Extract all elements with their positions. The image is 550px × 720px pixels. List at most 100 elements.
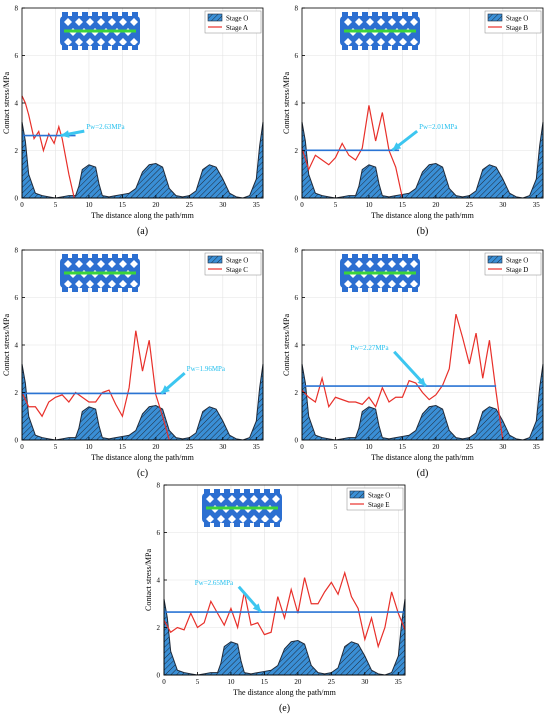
lattice-tooth-icon bbox=[412, 12, 418, 17]
y-tick-label: 0 bbox=[295, 195, 299, 203]
lattice-cell-icon bbox=[344, 280, 352, 288]
chart-svg: Pw=2.01MPa 0 5 10 15 20 25 30 35 0 2 4 6 8 The distanc… bbox=[282, 5, 544, 237]
y-tick-label: 4 bbox=[157, 577, 161, 585]
x-tick-label: 35 bbox=[253, 443, 261, 451]
chart-panel-e: Pw=2.65MPa 0 5 10 15 20 25 30 35 0 2 4 6 8 The distanc… bbox=[142, 477, 412, 720]
x-tick-label: 25 bbox=[186, 443, 194, 451]
series-stage-o-area bbox=[163, 598, 406, 676]
lattice-tooth-icon bbox=[204, 489, 210, 494]
pw-arrow-head bbox=[392, 142, 402, 151]
lattice-tooth-icon bbox=[402, 287, 408, 292]
x-tick-label: 20 bbox=[432, 201, 440, 209]
lattice-cell-icon bbox=[250, 495, 258, 503]
lattice-tooth-icon bbox=[342, 12, 348, 17]
y-tick-label: 8 bbox=[295, 247, 299, 255]
y-tick-label: 2 bbox=[15, 389, 19, 397]
lattice-cell-icon bbox=[130, 260, 138, 268]
lattice-tooth-icon bbox=[122, 45, 128, 50]
lattice-tooth-icon bbox=[72, 12, 78, 17]
lattice-cell-icon bbox=[250, 515, 258, 523]
lattice-tooth-icon bbox=[112, 12, 118, 17]
lattice-cell-icon bbox=[64, 18, 72, 26]
lattice-tooth-icon bbox=[372, 45, 378, 50]
lattice-cell-icon bbox=[344, 18, 352, 26]
chart-panel-d: Pw=2.27MPa 0 5 10 15 20 25 30 35 0 2 4 6 8 The distanc… bbox=[280, 242, 550, 485]
chart-svg: Pw=2.27MPa 0 5 10 15 20 25 30 35 0 2 4 6 8 The distanc… bbox=[282, 247, 544, 479]
lattice-tooth-icon bbox=[224, 522, 230, 527]
lattice-cell-icon bbox=[410, 280, 418, 288]
y-tick-label: 0 bbox=[15, 195, 19, 203]
x-tick-label: 10 bbox=[365, 201, 373, 209]
lattice-cell-icon bbox=[239, 515, 247, 523]
x-tick-label: 20 bbox=[294, 678, 302, 686]
x-tick-label: 15 bbox=[399, 201, 407, 209]
lattice-tooth-icon bbox=[82, 12, 88, 17]
x-tick-label: 30 bbox=[499, 443, 507, 451]
lattice-tooth-icon bbox=[92, 254, 98, 259]
chart-svg: Pw=2.63MPa 0 5 10 15 20 25 30 35 0 2 4 6 8 The distanc… bbox=[2, 5, 264, 237]
lattice-cell-icon bbox=[228, 515, 236, 523]
x-tick-label: 15 bbox=[119, 201, 127, 209]
x-tick-label: 5 bbox=[54, 443, 58, 451]
lattice-tooth-icon bbox=[122, 287, 128, 292]
lattice-tooth-icon bbox=[362, 254, 368, 259]
lattice-tooth-icon bbox=[112, 287, 118, 292]
x-tick-label: 35 bbox=[253, 201, 261, 209]
y-tick-label: 6 bbox=[15, 294, 19, 302]
y-tick-label: 6 bbox=[295, 52, 299, 60]
lattice-cell-icon bbox=[86, 18, 94, 26]
pw-arrow-head bbox=[161, 385, 170, 394]
x-tick-label: 5 bbox=[334, 443, 338, 451]
lattice-cell-icon bbox=[64, 260, 72, 268]
x-tick-label: 0 bbox=[20, 201, 24, 209]
lattice-cell-icon bbox=[366, 280, 374, 288]
lattice-tooth-icon bbox=[372, 287, 378, 292]
legend-swatch-area bbox=[487, 255, 503, 264]
lattice-cell-icon bbox=[261, 515, 269, 523]
lattice-tooth-icon bbox=[72, 287, 78, 292]
lattice-cell-icon bbox=[75, 18, 83, 26]
lattice-tooth-icon bbox=[402, 254, 408, 259]
x-tick-label: 0 bbox=[162, 678, 166, 686]
x-tick-label: 25 bbox=[328, 678, 336, 686]
x-tick-label: 25 bbox=[466, 443, 474, 451]
lattice-tooth-icon bbox=[82, 254, 88, 259]
x-tick-label: 10 bbox=[365, 443, 373, 451]
lattice-cell-icon bbox=[86, 38, 94, 46]
x-tick-label: 20 bbox=[152, 201, 160, 209]
lattice-cell-icon bbox=[388, 38, 396, 46]
lattice-cell-icon bbox=[344, 260, 352, 268]
x-tick-label: 30 bbox=[361, 678, 369, 686]
lattice-tooth-icon bbox=[102, 45, 108, 50]
lattice-tooth-icon bbox=[392, 45, 398, 50]
legend-label: Stage A bbox=[226, 24, 248, 32]
lattice-cell-icon bbox=[130, 38, 138, 46]
lattice-cell-icon bbox=[355, 280, 363, 288]
x-axis-label: The distance along the path/mm bbox=[91, 453, 194, 462]
lattice-tooth-icon bbox=[112, 254, 118, 259]
lattice-tooth-icon bbox=[264, 489, 270, 494]
lattice-cell-icon bbox=[119, 18, 127, 26]
lattice-tooth-icon bbox=[102, 254, 108, 259]
lattice-tooth-icon bbox=[362, 287, 368, 292]
chart-svg: Pw=2.65MPa 0 5 10 15 20 25 30 35 0 2 4 6 8 The distanc… bbox=[144, 482, 406, 714]
y-tick-label: 2 bbox=[157, 624, 161, 632]
x-axis-label: The distance along the path/mm bbox=[233, 688, 336, 697]
pw-label: Pw=1.96MPa bbox=[187, 365, 226, 373]
x-tick-label: 5 bbox=[54, 201, 58, 209]
series-stage-o-area bbox=[301, 363, 544, 441]
lattice-cell-icon bbox=[272, 515, 280, 523]
legend-label: Stage C bbox=[226, 266, 248, 274]
x-tick-label: 25 bbox=[466, 201, 474, 209]
y-tick-label: 8 bbox=[295, 5, 299, 13]
pw-label: Pw=2.27MPa bbox=[350, 344, 389, 352]
x-tick-label: 5 bbox=[196, 678, 200, 686]
lattice-tooth-icon bbox=[392, 254, 398, 259]
lattice-cell-icon bbox=[119, 280, 127, 288]
legend-label: Stage E bbox=[368, 501, 390, 509]
lattice-cell-icon bbox=[410, 38, 418, 46]
lattice-cell-icon bbox=[410, 18, 418, 26]
legend-label: Stage B bbox=[506, 24, 528, 32]
lattice-tooth-icon bbox=[234, 522, 240, 527]
lattice-tooth-icon bbox=[402, 12, 408, 17]
